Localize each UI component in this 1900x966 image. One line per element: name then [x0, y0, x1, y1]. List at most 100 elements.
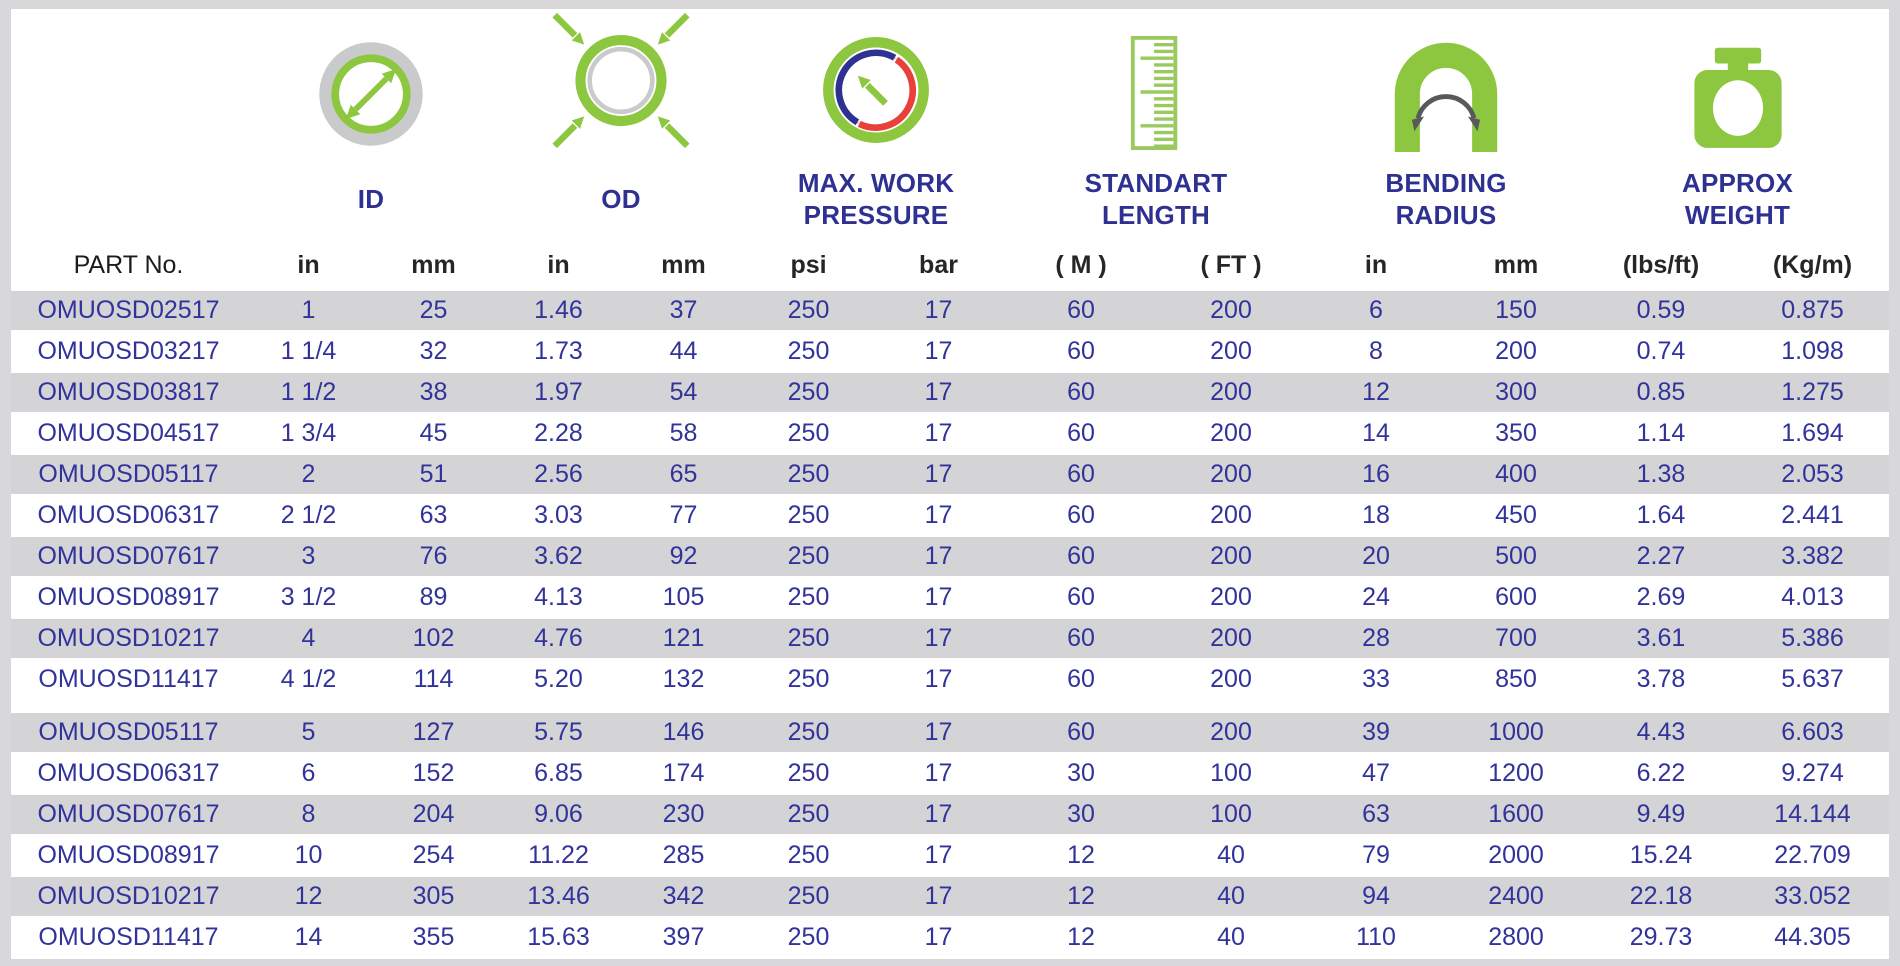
value-cell: 1.098: [1781, 337, 1844, 365]
part-no-cell: OMUOSD04517: [37, 419, 220, 447]
value-cell: 0.74: [1636, 337, 1686, 365]
ruler-icon: [1130, 35, 1178, 150]
value-cell: 1 1/4: [280, 337, 337, 365]
value-cell: 33.052: [1736, 875, 1889, 918]
value-cell: 250: [787, 501, 830, 529]
value-cell: 51: [371, 453, 496, 496]
value-cell: 2400: [1446, 875, 1586, 918]
value-cell: 250: [746, 289, 871, 332]
value-cell: 200: [1156, 453, 1306, 496]
value-cell: 3.382: [1736, 535, 1889, 578]
value-cell: 17: [924, 841, 953, 869]
part-no-cell: OMUOSD11417: [38, 665, 219, 693]
value-cell: 6.85: [534, 759, 583, 787]
value-cell: 121: [621, 617, 746, 660]
value-cell: 14: [1362, 419, 1390, 447]
unit-header: (lbs/ft): [1622, 250, 1700, 279]
value-cell: 38: [371, 371, 496, 414]
value-cell: 397: [662, 923, 705, 951]
pressure-gauge-icon: [823, 37, 929, 143]
value-cell: 2.27: [1586, 535, 1736, 578]
value-cell: 350: [1495, 419, 1537, 447]
value-cell: 174: [662, 759, 705, 787]
value-cell: 58: [669, 419, 698, 447]
value-cell: 250: [787, 759, 830, 787]
value-cell: 40: [1156, 875, 1306, 918]
value-cell: 60: [1006, 535, 1156, 578]
value-cell: 1.97: [496, 371, 621, 414]
table-row: OMUOSD02517 1 25 1.46 37 250 17 60 200 6 150 0.59 0.…: [11, 289, 1889, 332]
value-cell: 250: [746, 875, 871, 918]
value-cell: 39: [1306, 711, 1446, 754]
value-cell: 63: [419, 501, 448, 529]
part-no-cell: OMUOSD11417: [38, 923, 219, 951]
value-cell: 63: [1306, 793, 1446, 836]
value-cell: 0.875: [1736, 289, 1889, 332]
value-cell: 24: [1362, 583, 1390, 611]
value-cell: 33: [1362, 665, 1390, 693]
value-cell: 17: [871, 371, 1006, 414]
value-cell: 54: [621, 371, 746, 414]
value-cell: 1 1/2: [246, 371, 371, 414]
value-cell: 9.49: [1586, 793, 1736, 836]
value-cell: 17: [924, 337, 953, 365]
value-cell: 2: [246, 453, 371, 496]
table-row: OMUOSD08917 3 1/2 89 4.13 105 250 17 60 200 24 600…: [11, 577, 1889, 618]
value-cell: 30: [1006, 793, 1156, 836]
value-cell: 12: [1067, 923, 1095, 951]
value-cell: 250: [787, 419, 830, 447]
value-cell: 76: [371, 535, 496, 578]
value-cell: 6: [1306, 289, 1446, 332]
value-cell: 1.275: [1736, 371, 1889, 414]
value-cell: 60: [1006, 371, 1156, 414]
value-cell: 4.76: [496, 617, 621, 660]
value-cell: 12: [1067, 841, 1095, 869]
caption-max-work-pressure: MAX. WORK PRESSURE: [797, 168, 955, 230]
value-cell: 92: [621, 535, 746, 578]
value-cell: 1.73: [534, 337, 583, 365]
value-cell: 110: [1356, 923, 1396, 951]
unit-header: psi: [790, 250, 827, 279]
part-no-cell: OMUOSD03217: [37, 337, 220, 365]
value-cell: 1.14: [1636, 419, 1686, 447]
unit-header: bar: [919, 250, 958, 279]
icons-row: [11, 9, 1889, 158]
value-cell: 17: [924, 923, 953, 951]
value-cell: 2.053: [1736, 453, 1889, 496]
value-cell: 204: [371, 793, 496, 836]
unit-header: mm: [1493, 250, 1539, 279]
caption-id: ID: [357, 183, 385, 214]
value-cell: 13.46: [496, 875, 621, 918]
value-cell: 100: [1156, 793, 1306, 836]
value-cell: 12: [1306, 371, 1446, 414]
value-cell: 250: [787, 337, 830, 365]
value-cell: 30: [1067, 759, 1095, 787]
value-cell: 5.637: [1781, 665, 1844, 693]
value-cell: 60: [1067, 665, 1095, 693]
value-cell: 355: [412, 923, 455, 951]
value-cell: 200: [1495, 337, 1537, 365]
unit-header: in: [547, 250, 570, 279]
value-cell: 230: [621, 793, 746, 836]
value-cell: 28: [1306, 617, 1446, 660]
unit-header: mm: [411, 250, 456, 279]
value-cell: 60: [1067, 337, 1095, 365]
value-cell: 37: [621, 289, 746, 332]
value-cell: 200: [1156, 289, 1306, 332]
table-row: OMUOSD03217 1 1/4 32 1.73 44 250 17 60 200 8 200 0.…: [11, 331, 1889, 372]
value-cell: 22.709: [1774, 841, 1851, 869]
value-cell: 14: [294, 923, 323, 951]
table-row: OMUOSD11417 14 355 15.63 397 250 17 12 40 110 2800…: [11, 917, 1889, 957]
value-cell: 17: [871, 617, 1006, 660]
value-cell: 8: [1369, 337, 1383, 365]
value-cell: 22.18: [1586, 875, 1736, 918]
bending-radius-icon: [1394, 42, 1498, 152]
value-cell: 700: [1446, 617, 1586, 660]
caption-od: OD: [601, 183, 641, 214]
value-cell: 3.62: [496, 535, 621, 578]
spec-table: ID OD MAX. WORK PRESSURE STANDART LENGTH…: [11, 9, 1889, 957]
part-no-cell: OMUOSD06317: [37, 501, 220, 529]
value-cell: 60: [1067, 583, 1095, 611]
part-no-cell: OMUOSD03817: [11, 371, 246, 414]
value-cell: 60: [1006, 617, 1156, 660]
